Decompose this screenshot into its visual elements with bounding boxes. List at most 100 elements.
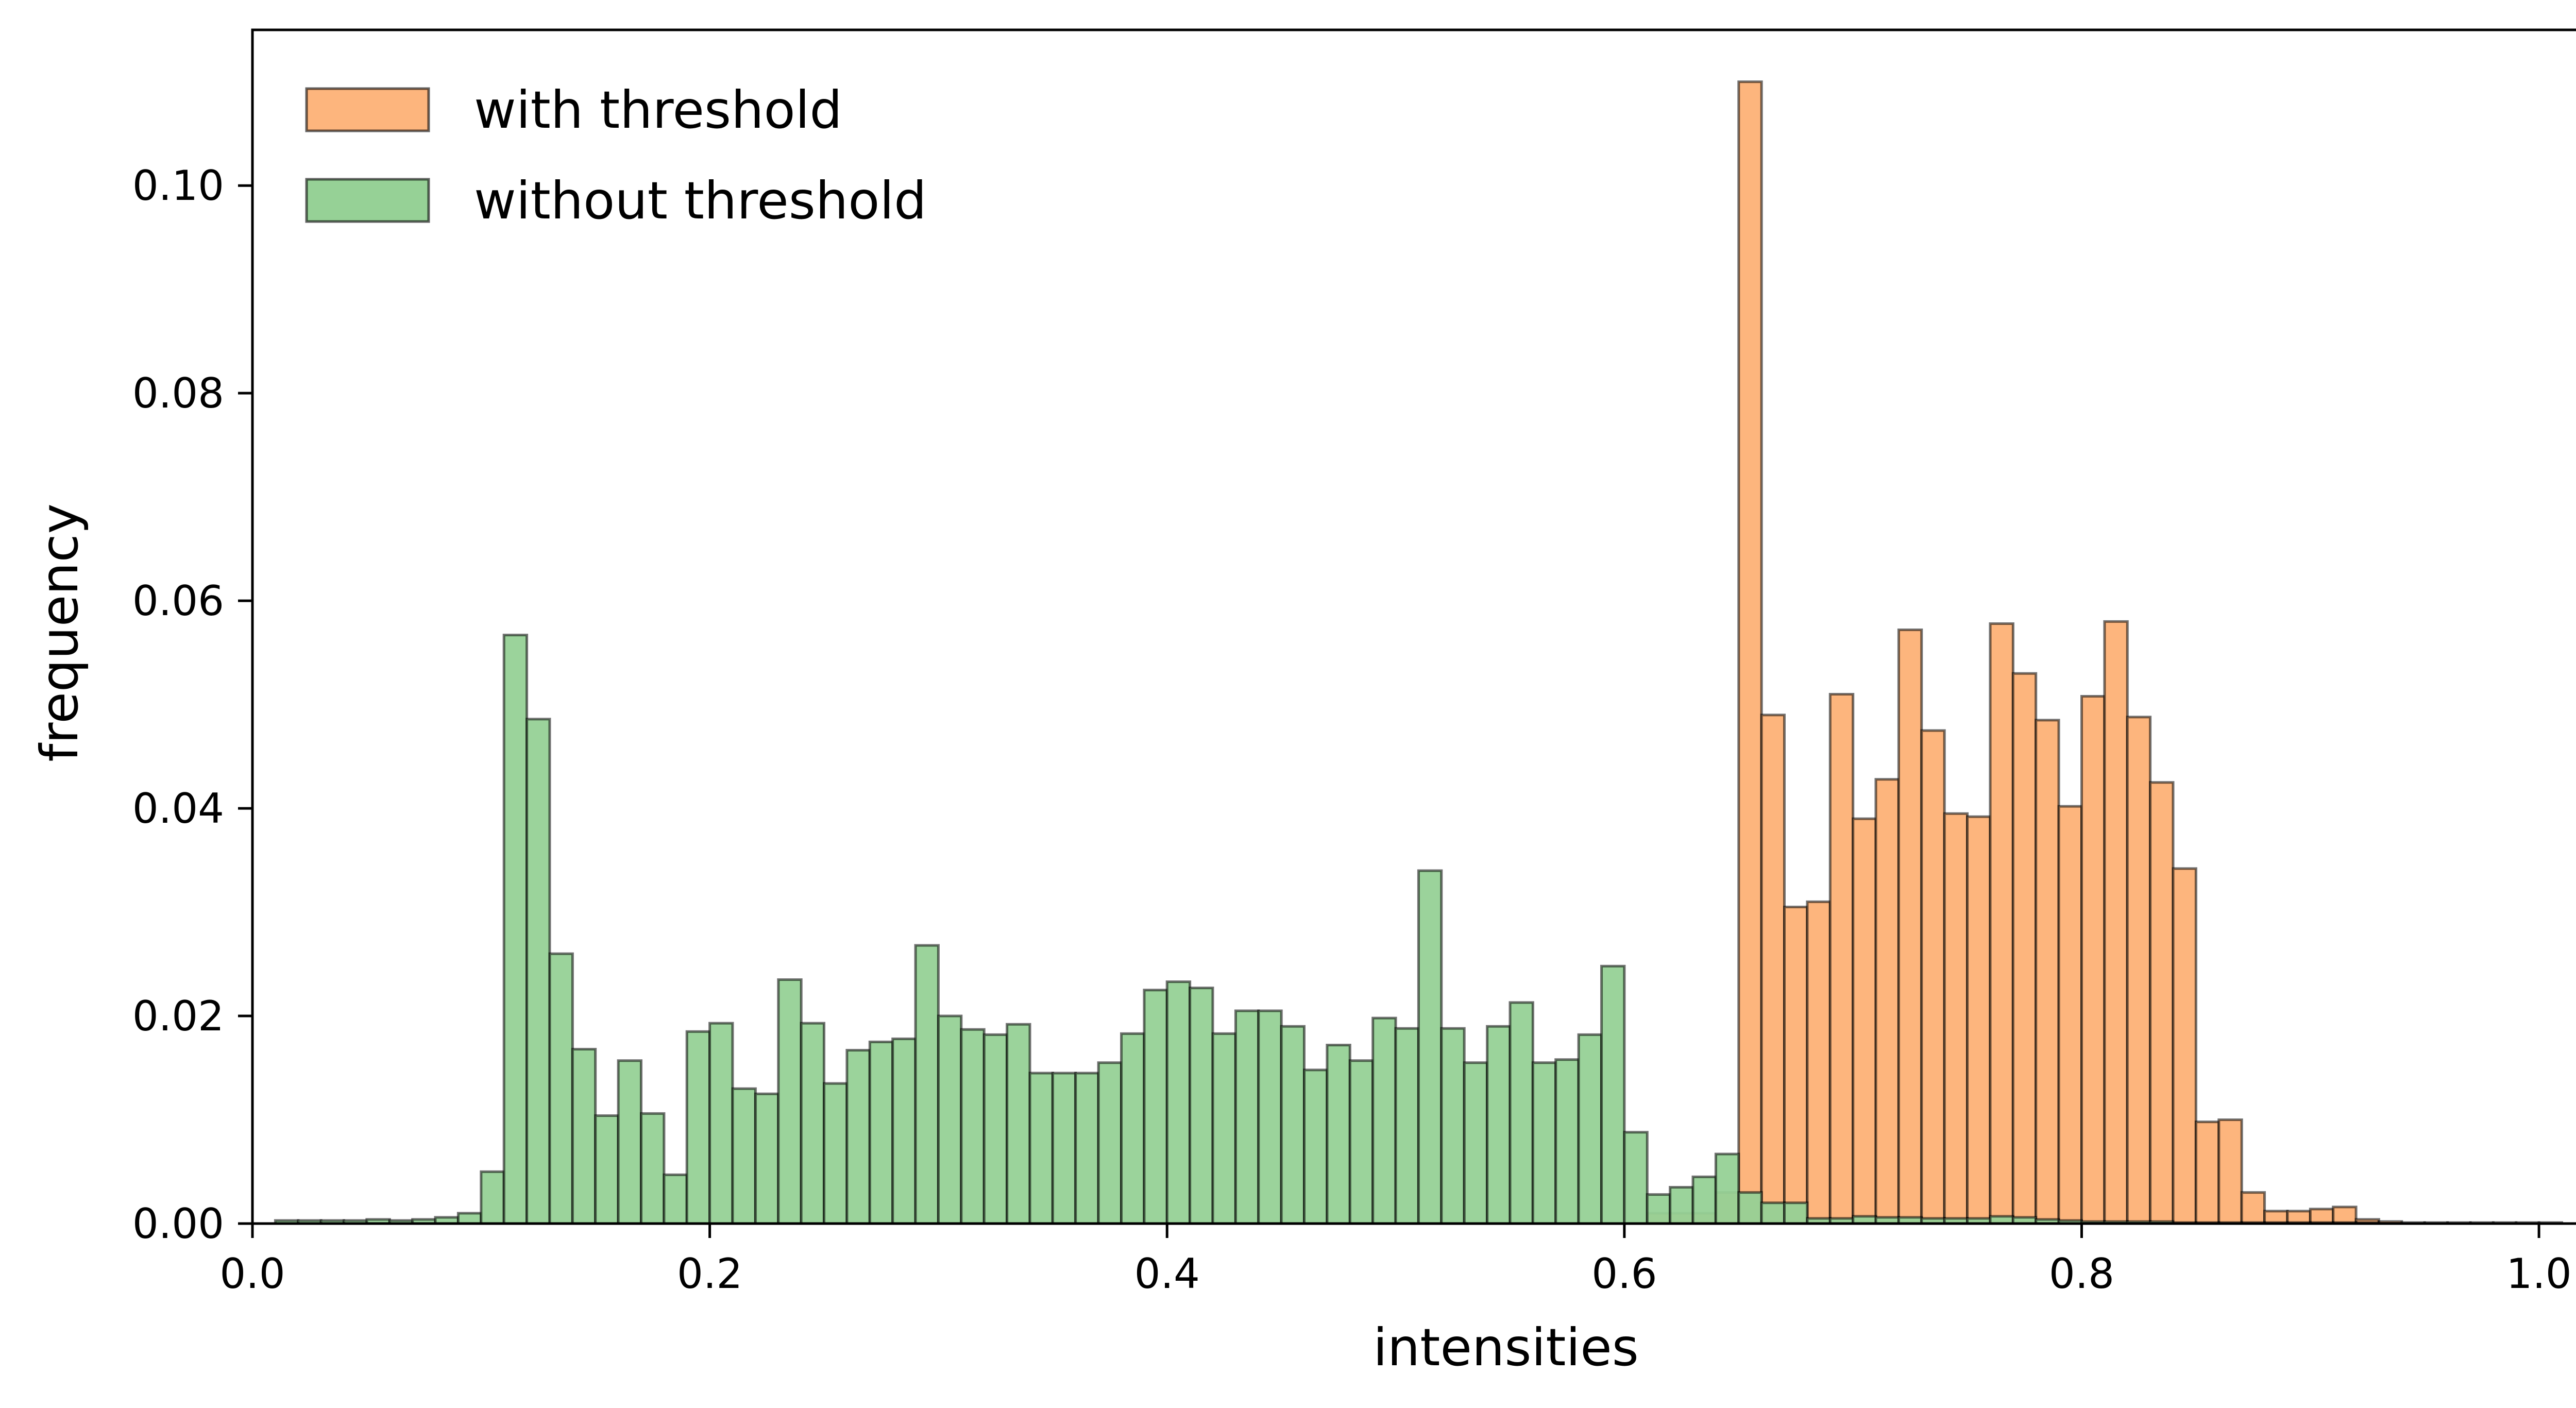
bar-with-threshold [1989, 622, 2014, 1225]
bar-without-threshold [1554, 1058, 1580, 1225]
bar-without-threshold [777, 978, 803, 1225]
bar-with-threshold [1806, 900, 1832, 1225]
bar-without-threshold [845, 1049, 871, 1225]
bar-with-threshold [2194, 1121, 2221, 1225]
bar-without-threshold [1280, 1025, 1306, 1225]
bar-without-threshold [868, 1040, 894, 1225]
bar-with-threshold [1943, 812, 1969, 1225]
bar-with-threshold [1966, 815, 1992, 1225]
bar-without-threshold [960, 1028, 986, 1225]
legend: with threshold without threshold [305, 80, 927, 231]
bar-with-threshold [2080, 695, 2106, 1225]
bar-without-threshold [456, 1212, 483, 1225]
bar-without-threshold [1440, 1027, 1466, 1225]
bar-without-threshold [1623, 1131, 1649, 1225]
plot-frame [251, 28, 2576, 1225]
bar-without-threshold [548, 952, 574, 1225]
y-tick-label: 0.00 [132, 1200, 224, 1248]
bar-without-threshold [1669, 1186, 1694, 1225]
y-tick-label: 0.10 [132, 162, 224, 210]
bar-without-threshold [1303, 1068, 1329, 1225]
y-tick-label: 0.04 [132, 785, 224, 833]
bar-without-threshold [526, 718, 551, 1225]
legend-swatch-without-threshold [305, 178, 430, 223]
bar-with-threshold [2057, 805, 2083, 1225]
bar-without-threshold [480, 1170, 505, 1225]
bar-with-threshold [2035, 719, 2060, 1225]
bar-with-threshold [1737, 80, 1763, 1225]
bar-with-threshold [2011, 672, 2038, 1225]
bar-with-threshold [1828, 693, 1855, 1225]
bar-without-threshold [685, 1030, 711, 1225]
bar-without-threshold [914, 944, 940, 1225]
x-tick-label: 0.4 [1134, 1250, 1200, 1298]
bar-without-threshold [1509, 1001, 1534, 1225]
bar-without-threshold [1120, 1032, 1146, 1225]
bar-without-threshold [1691, 1175, 1717, 1225]
bar-with-threshold [2149, 781, 2175, 1225]
bar-without-threshold [1371, 1016, 1397, 1225]
bar-without-threshold [800, 1022, 825, 1225]
bar-without-threshold [1074, 1072, 1100, 1225]
bar-without-threshold [594, 1114, 620, 1225]
bar-without-threshold [891, 1037, 917, 1225]
bar-with-threshold [1874, 778, 1900, 1225]
legend-label-without-threshold: without threshold [474, 171, 927, 231]
x-tick-label: 0.2 [677, 1250, 742, 1298]
bar-without-threshold [1600, 964, 1626, 1225]
x-tick-label: 0.8 [2049, 1250, 2114, 1298]
bar-without-threshold [502, 634, 529, 1225]
legend-label-with-threshold: with threshold [474, 80, 842, 140]
y-tick-label: 0.06 [132, 577, 224, 625]
bar-without-threshold [1417, 869, 1443, 1225]
y-tick-label: 0.02 [132, 992, 224, 1040]
bar-without-threshold [1257, 1009, 1283, 1225]
bar-without-threshold [1646, 1193, 1672, 1225]
bar-without-threshold [640, 1112, 666, 1225]
bar-without-threshold [1189, 987, 1214, 1225]
bar-without-threshold [1028, 1072, 1054, 1225]
bar-with-threshold [2126, 716, 2152, 1225]
bar-with-threshold [2103, 620, 2129, 1225]
bar-without-threshold [731, 1087, 757, 1225]
bar-without-threshold [1006, 1023, 1031, 1225]
series-with-threshold [1646, 80, 2564, 1225]
bar-with-threshold [1852, 817, 1877, 1225]
bar-without-threshold [1326, 1044, 1351, 1225]
bar-without-threshold [1234, 1009, 1260, 1225]
bar-without-threshold [823, 1082, 849, 1225]
bar-without-threshold [937, 1014, 963, 1225]
bar-without-threshold [1051, 1072, 1077, 1225]
ticks: 0.0 0.2 0.4 0.6 0.8 1.0 0.00 0.02 0.04 0.06 0.08 0.… [132, 162, 2572, 1298]
bar-with-threshold [2240, 1191, 2266, 1225]
bar-without-threshold [708, 1022, 734, 1225]
bar-with-threshold [2217, 1118, 2243, 1225]
bar-with-threshold [2332, 1206, 2358, 1225]
bar-without-threshold [1165, 980, 1192, 1225]
x-tick-label: 0.0 [219, 1250, 285, 1298]
bar-with-threshold [1897, 629, 1923, 1225]
bar-without-threshold [1143, 989, 1168, 1225]
x-axis-label: intensities [1373, 1317, 1639, 1378]
legend-swatch-with-threshold [305, 87, 430, 132]
bar-without-threshold [571, 1048, 597, 1225]
bar-with-threshold [1783, 906, 1809, 1225]
bar-without-threshold [1783, 1201, 1809, 1225]
bar-without-threshold [1463, 1061, 1489, 1225]
bar-without-threshold [1760, 1201, 1786, 1225]
x-tick-label: 0.6 [1591, 1250, 1657, 1298]
bar-without-threshold [663, 1173, 688, 1225]
x-tick-label: 1.0 [2506, 1250, 2571, 1298]
bar-without-threshold [1737, 1191, 1763, 1225]
bar-without-threshold [1348, 1059, 1375, 1225]
bar-without-threshold [1097, 1061, 1123, 1225]
bar-without-threshold [1211, 1032, 1237, 1225]
bar-without-threshold [754, 1092, 780, 1225]
bar-without-threshold [1486, 1025, 1512, 1225]
bar-without-threshold [617, 1059, 642, 1225]
bar-with-threshold [1920, 729, 1946, 1225]
bar-without-threshold [1394, 1027, 1420, 1225]
bar-with-threshold [2172, 867, 2197, 1225]
y-axis-label: frequency [29, 503, 90, 762]
